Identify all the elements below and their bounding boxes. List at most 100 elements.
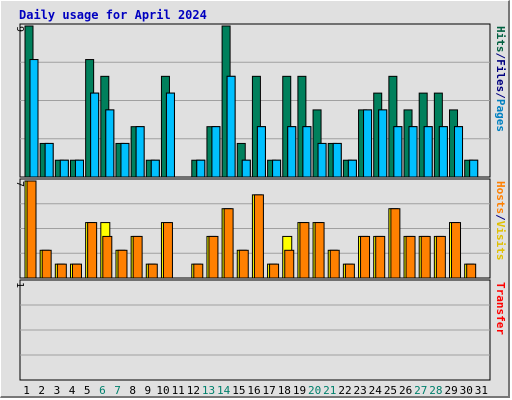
x-tick-label: 16 xyxy=(247,384,260,397)
x-tick-label: 13 xyxy=(202,384,215,397)
panel-side-label: Hosts/Visits xyxy=(494,181,507,261)
bar-hosts xyxy=(208,235,219,279)
bar-hosts xyxy=(299,222,310,279)
bar-hosts xyxy=(147,263,158,279)
panel-middle: 7 Hosts/Visits xyxy=(14,178,507,279)
x-tick-label: 19 xyxy=(293,384,306,397)
y-max-label: 7 xyxy=(14,181,25,187)
bar-hosts xyxy=(314,222,325,279)
side-label-part: Transfer xyxy=(494,282,507,335)
x-tick-label: 27 xyxy=(414,384,427,397)
bar-hosts xyxy=(284,249,295,279)
chart-title: Daily usage for April 2024 xyxy=(19,8,207,22)
bar-hosts xyxy=(132,235,143,279)
bar-pages xyxy=(393,126,403,178)
bar-pages xyxy=(44,142,54,178)
bar-pages xyxy=(347,159,357,178)
bar-pages xyxy=(469,159,479,178)
side-label-part: / xyxy=(494,92,507,99)
bar-pages xyxy=(74,159,84,178)
x-tick-label: 4 xyxy=(69,384,76,397)
panel-bottom: 1 Transfer xyxy=(14,279,507,381)
side-label-part: Visits xyxy=(494,221,507,261)
x-tick-label: 20 xyxy=(308,384,321,397)
x-tick-label: 26 xyxy=(399,384,412,397)
bar-pages xyxy=(363,109,373,178)
bar-hosts xyxy=(26,180,37,279)
panel-side-label: Hits/Files/Pages xyxy=(494,26,507,132)
x-tick-label: 29 xyxy=(444,384,457,397)
x-tick-label: 2 xyxy=(38,384,45,397)
bar-pages xyxy=(241,159,251,178)
bar-pages xyxy=(408,126,418,178)
side-label-part: Pages xyxy=(494,99,507,132)
bar-pages xyxy=(256,126,266,178)
bar-pages xyxy=(90,92,100,178)
x-tick-label: 5 xyxy=(84,384,91,397)
x-tick-label: 31 xyxy=(475,384,488,397)
bar-pages xyxy=(135,126,145,178)
x-tick-label: 25 xyxy=(384,384,397,397)
x-tick-label: 15 xyxy=(232,384,245,397)
bar-hosts xyxy=(435,235,446,279)
bar-pages xyxy=(287,126,297,178)
y-max-label: 9 xyxy=(14,26,25,32)
y-max-label: 1 xyxy=(14,282,25,288)
bar-pages xyxy=(272,159,282,178)
bar-pages xyxy=(29,59,39,178)
bar-pages xyxy=(226,75,236,178)
bar-hosts xyxy=(451,222,462,279)
bar-hosts xyxy=(117,249,128,279)
x-tick-label: 17 xyxy=(263,384,276,397)
x-tick-label: 3 xyxy=(54,384,61,397)
x-tick-label: 14 xyxy=(217,384,231,397)
bar-pages xyxy=(150,159,160,178)
x-tick-label: 7 xyxy=(114,384,121,397)
bar-hosts xyxy=(405,235,416,279)
side-label-part: / xyxy=(494,53,507,60)
x-tick-label: 23 xyxy=(354,384,367,397)
bar-pages xyxy=(317,142,327,178)
x-tick-label: 24 xyxy=(369,384,383,397)
bar-pages xyxy=(165,92,175,178)
panel-side-label: Transfer xyxy=(494,282,507,335)
x-tick-label: 10 xyxy=(156,384,169,397)
bar-hosts xyxy=(375,235,386,279)
side-label-part: Files xyxy=(494,59,507,92)
bar-pages xyxy=(105,109,115,178)
x-tick-label: 22 xyxy=(338,384,351,397)
bar-hosts xyxy=(56,263,67,279)
bar-hosts xyxy=(466,263,477,279)
x-axis-labels: 1 2 3 4 5 6 7 8 9 10 11 12 13 14 15 16 17 18 19 20 21 22 23 24 2… xyxy=(23,384,488,397)
x-tick-label: 6 xyxy=(99,384,106,397)
x-tick-label: 30 xyxy=(460,384,473,397)
side-label-part: Hits xyxy=(494,26,507,53)
x-tick-label: 28 xyxy=(429,384,442,397)
bar-pages xyxy=(120,142,130,178)
x-tick-label: 11 xyxy=(172,384,185,397)
bar-pages xyxy=(59,159,69,178)
side-label-part: / xyxy=(494,214,507,221)
bar-pages xyxy=(423,126,433,178)
bar-pages xyxy=(211,126,221,178)
bar-hosts xyxy=(420,235,431,279)
bar-hosts xyxy=(87,222,98,279)
bar-hosts xyxy=(102,235,113,279)
bar-hosts xyxy=(390,208,401,279)
bar-pages xyxy=(196,159,206,178)
bar-hosts xyxy=(162,222,173,279)
bar-hosts xyxy=(360,235,371,279)
x-tick-label: 18 xyxy=(278,384,291,397)
bar-hosts xyxy=(223,208,234,279)
x-tick-label: 8 xyxy=(129,384,136,397)
bar-pages xyxy=(438,126,448,178)
bar-hosts xyxy=(269,263,280,279)
bar-hosts xyxy=(344,263,355,279)
bar-hosts xyxy=(238,249,249,279)
bar-hosts xyxy=(253,194,264,279)
side-label-part: Hosts xyxy=(494,181,507,214)
bar-pages xyxy=(378,109,388,178)
x-tick-label: 1 xyxy=(23,384,30,397)
